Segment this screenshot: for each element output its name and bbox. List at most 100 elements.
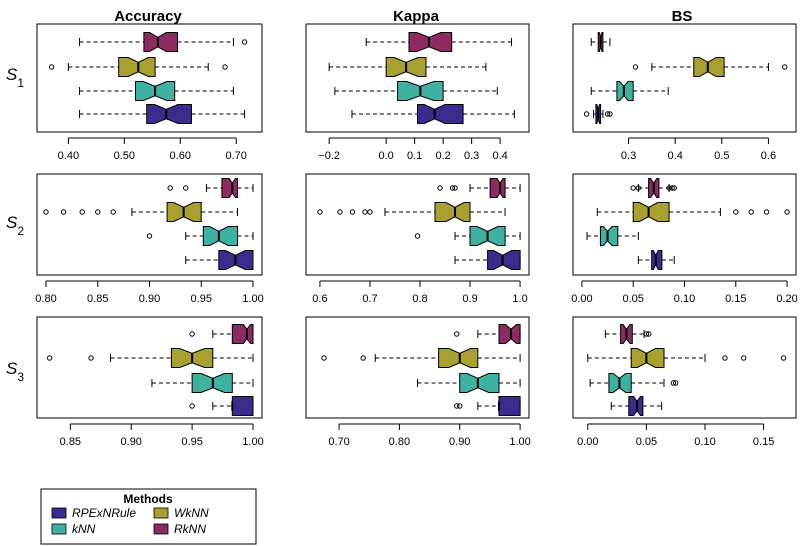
box-rpexnrule	[189, 396, 254, 416]
x-tick-label: 1.00	[509, 436, 530, 448]
outlier-point	[454, 331, 460, 337]
outlier-point	[110, 209, 116, 215]
x-tick-label: 0.70	[226, 150, 247, 162]
outlier-point	[673, 380, 679, 386]
x-tick-label: 1.00	[242, 293, 263, 305]
panel-7: 0.85 0.90 0.95 1.00	[36, 316, 264, 448]
x-tick-label: 0.90	[449, 436, 470, 448]
box-knn	[334, 81, 498, 101]
outlier-point	[741, 355, 747, 361]
box-body	[651, 250, 663, 270]
x-tick-label: 0.15	[753, 436, 774, 448]
outlier-point	[782, 64, 788, 70]
x-tick-label: 0.5	[714, 150, 729, 162]
outlier-point	[646, 331, 652, 337]
x-tick-label: 0.20	[776, 293, 797, 305]
legend-title: Methods	[123, 492, 173, 506]
box-knn	[586, 226, 639, 246]
outlier-point	[748, 209, 754, 215]
x-tick-label: 0.85	[87, 293, 108, 305]
outlier-point	[722, 355, 728, 361]
outlier-point	[79, 209, 85, 215]
outlier-point	[183, 185, 189, 191]
panel-5: 0.6 0.7 0.8 0.9 1.0	[305, 173, 530, 305]
x-tick-label: 0.60	[170, 150, 191, 162]
box-rknn	[365, 32, 513, 52]
box-wknn	[46, 348, 254, 368]
x-tick-label: 0.2	[435, 150, 450, 162]
box-wknn	[317, 202, 506, 222]
box-body	[498, 396, 521, 416]
box-rpexnrule	[79, 104, 246, 124]
x-tick-label: 0.10	[694, 436, 715, 448]
box-rknn	[604, 324, 652, 344]
box-rknn	[630, 178, 677, 198]
outlier-point	[583, 111, 590, 117]
legend-label-rknn: RkNN	[174, 522, 206, 536]
box-wknn	[43, 202, 238, 222]
x-tick-label: 0.3	[621, 150, 636, 162]
box-rpexnrule	[454, 396, 521, 416]
x-tick-label: 0.1	[407, 150, 422, 162]
legend-swatch-rknn	[153, 523, 169, 535]
box-wknn	[321, 348, 521, 368]
outlier-point	[46, 355, 53, 361]
panel-1: 0.40 0.50 0.60 0.70	[36, 23, 263, 162]
x-tick-label: 0.6	[761, 150, 776, 162]
box-knn	[151, 373, 254, 393]
outlier-point	[670, 380, 677, 386]
panel-2: −0.2 0.0 0.1 0.2 0.3 0.4	[305, 23, 530, 162]
column-title-kappa: Kappa	[393, 8, 440, 25]
legend-swatch-wknn	[153, 507, 169, 519]
x-tick-label: 0.3	[464, 150, 479, 162]
panel-frame	[36, 316, 263, 419]
box-body	[616, 81, 634, 101]
box-wknn	[596, 202, 790, 222]
box-body	[632, 202, 670, 222]
outlier-point	[88, 355, 94, 361]
x-tick-label: 0.85	[60, 436, 81, 448]
column-title-accuracy: Accuracy	[114, 8, 182, 25]
outlier-point	[780, 355, 787, 361]
outlier-point	[337, 209, 343, 215]
x-tick-label: 0.10	[674, 293, 695, 305]
box-wknn	[632, 57, 788, 77]
outlier-point	[733, 209, 739, 215]
panels: 0.40 0.50 0.60 0.70 −0.2 0.0 0.1 0.2 0.3 0.4 0.3 0.…	[35, 23, 798, 448]
box-rpexnrule	[185, 250, 254, 270]
outlier-point	[367, 209, 373, 215]
x-tick-label: 0.7	[362, 293, 377, 305]
x-tick-label: 0.80	[35, 293, 56, 305]
outlier-point	[643, 331, 650, 337]
x-tick-label: 0.70	[328, 436, 349, 448]
box-body	[693, 57, 725, 77]
panel-6: 0.00 0.05 0.10 0.15 0.20	[571, 173, 798, 305]
outlier-point	[60, 209, 67, 215]
panel-frame	[572, 23, 797, 133]
box-rknn	[590, 32, 611, 52]
legend: Methods RPExNRule WkNN kNN RkNN	[40, 488, 257, 545]
panel-frame	[305, 23, 530, 133]
box-body	[417, 104, 464, 124]
x-tick-label: 0.4	[492, 150, 507, 162]
outlier-point	[666, 185, 672, 191]
x-tick-label: 0.40	[58, 150, 79, 162]
box-knn	[590, 81, 669, 101]
row-labels: S1 S2 S3	[6, 65, 24, 384]
outlier-point	[669, 185, 675, 191]
x-tick-label: 0.90	[121, 436, 142, 448]
box-body	[434, 202, 471, 222]
box-body	[146, 104, 192, 124]
outlier-point	[454, 403, 460, 409]
outlier-point	[437, 185, 443, 191]
box-body	[118, 57, 156, 77]
box-body	[202, 226, 238, 246]
outlier-point	[189, 331, 195, 337]
box-rknn	[79, 32, 248, 52]
outlier-point	[360, 355, 366, 361]
box-body	[489, 178, 506, 198]
legend-label-rpexnrule: RPExNRule	[72, 506, 136, 520]
x-tick-label: 0.8	[412, 293, 427, 305]
row-label-3: S3	[6, 359, 24, 384]
box-rpexnrule	[351, 104, 515, 124]
